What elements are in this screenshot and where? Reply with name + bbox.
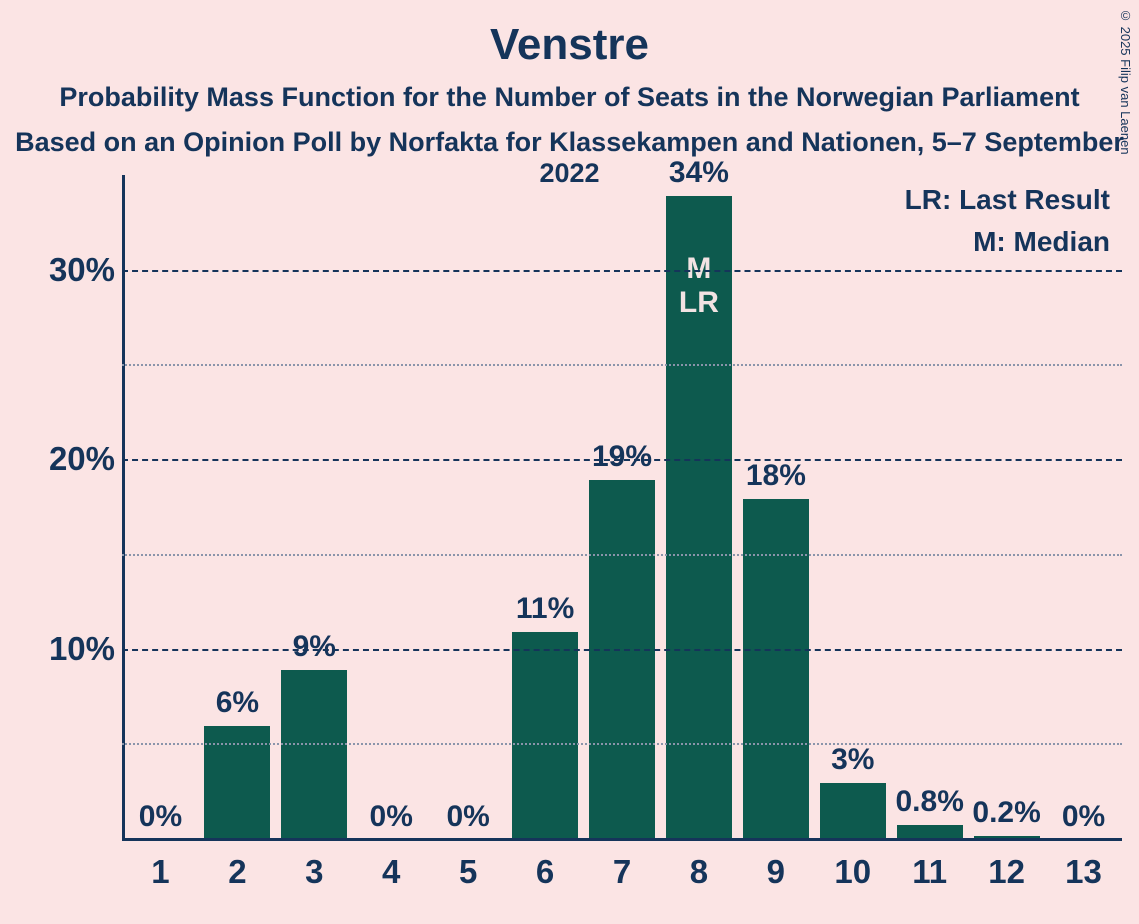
bar [512,632,578,840]
bar-value-label: 0.8% [895,785,963,819]
chart-subtitle: Probability Mass Function for the Number… [0,82,1139,113]
annotation-lr: LR [679,286,719,321]
x-tick-label: 2 [228,853,246,891]
x-tick-label: 5 [459,853,477,891]
x-tick-label: 13 [1065,853,1102,891]
bar [820,783,886,840]
bar-value-label: 0.2% [972,796,1040,830]
bar-annotation: MLR [679,252,719,321]
bar [281,670,347,840]
legend-m: M: Median [905,221,1110,263]
bar-value-label: 0% [370,800,413,834]
x-axis [122,838,1122,841]
x-tick-label: 4 [382,853,400,891]
bar-value-label: 0% [1062,800,1105,834]
bar-value-label: 0% [139,800,182,834]
x-tick-label: 11 [912,853,947,891]
grid-major [122,649,1122,651]
bar-value-label: 19% [592,440,652,474]
grid-minor [122,364,1122,366]
x-tick-label: 1 [151,853,169,891]
bar-value-label: 6% [216,686,259,720]
x-tick-label: 8 [690,853,708,891]
bar-value-label: 34% [669,156,729,190]
x-tick-label: 6 [536,853,554,891]
y-tick-label: 30% [5,251,115,289]
x-tick-label: 7 [613,853,631,891]
chart-container: LR: Last Result M: Median 0% 6% 9% 0% 0% 11% 1… [0,175,1139,924]
bar [743,499,809,840]
y-tick-label: 20% [5,440,115,478]
bar [589,480,655,840]
copyright-text: © 2025 Filip van Laenen [1118,8,1133,155]
x-tick-label: 12 [988,853,1025,891]
x-tick-label: 10 [834,853,871,891]
bar-value-label: 18% [746,459,806,493]
legend: LR: Last Result M: Median [905,179,1110,263]
legend-lr: LR: Last Result [905,179,1110,221]
bar-value-label: 11% [516,592,574,626]
bar-value-label: 9% [293,630,336,664]
bar-value-label: 3% [831,743,874,777]
y-axis [122,175,125,840]
bar-value-label: 0% [446,800,489,834]
x-tick-label: 3 [305,853,323,891]
grid-minor [122,554,1122,556]
grid-major [122,270,1122,272]
chart-title: Venstre [0,0,1139,70]
x-tick-label: 9 [767,853,785,891]
grid-major [122,459,1122,461]
plot-area: LR: Last Result M: Median 0% 6% 9% 0% 0% 11% 1… [122,175,1122,840]
y-tick-label: 10% [5,630,115,668]
grid-minor [122,743,1122,745]
